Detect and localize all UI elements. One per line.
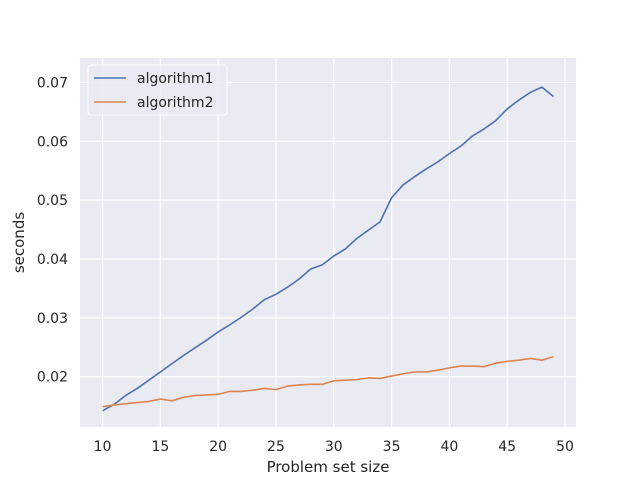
x-tick-label: 40 — [440, 439, 458, 455]
y-tick-label: 0.05 — [37, 193, 68, 209]
x-tick-label: 20 — [209, 439, 227, 455]
y-tick-label: 0.04 — [37, 252, 68, 268]
series-line-algorithm2 — [102, 355, 554, 408]
grid-lines — [80, 58, 576, 427]
legend-label-algorithm1: algorithm1 — [137, 71, 213, 87]
x-tick-label: 45 — [498, 439, 516, 455]
y-tick-label: 0.07 — [37, 75, 68, 91]
x-axis-label: Problem set size — [267, 458, 390, 476]
series-lines — [102, 86, 554, 412]
y-tick-label: 0.06 — [37, 134, 68, 150]
x-tick-label: 15 — [151, 439, 169, 455]
x-tick-labels: 10 15 20 25 30 35 40 45 50 — [94, 439, 574, 455]
x-tick-label: 10 — [94, 439, 112, 455]
series-line-algorithm1 — [102, 86, 554, 412]
legend-label-algorithm2: algorithm2 — [137, 95, 213, 111]
x-tick-label: 35 — [383, 439, 401, 455]
legend: algorithm1 algorithm2 — [87, 64, 228, 116]
x-tick-label: 30 — [325, 439, 343, 455]
y-tick-label: 0.02 — [37, 370, 68, 386]
y-tick-labels: 0.02 0.03 0.04 0.05 0.06 0.07 — [37, 75, 68, 385]
y-tick-label: 0.03 — [37, 311, 68, 327]
x-tick-label: 50 — [556, 439, 574, 455]
y-axis-label: seconds — [10, 212, 28, 273]
x-tick-label: 25 — [267, 439, 285, 455]
plot-area-background — [80, 58, 576, 427]
